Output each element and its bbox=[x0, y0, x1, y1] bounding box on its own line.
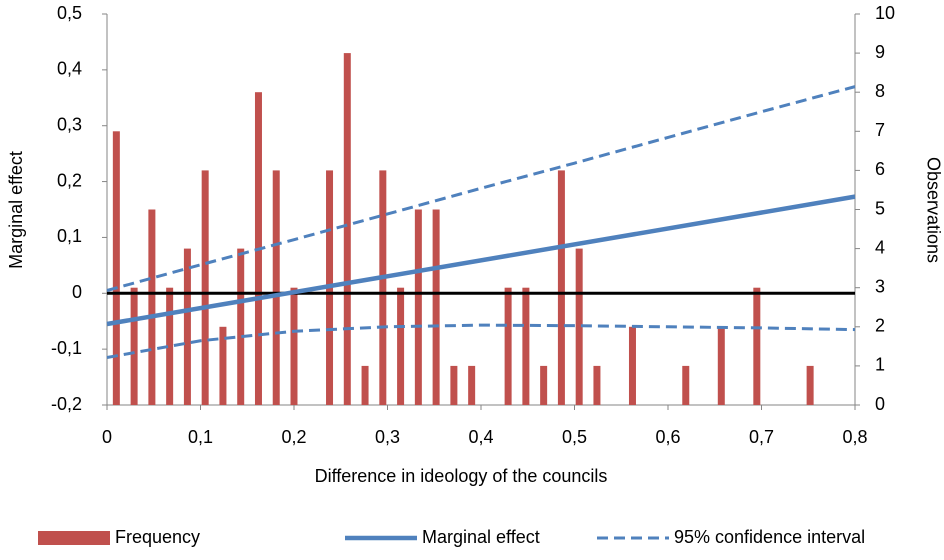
bar bbox=[272, 170, 280, 405]
x-tick-label: 0,1 bbox=[188, 427, 213, 447]
x-tick-label: 0,5 bbox=[562, 427, 587, 447]
x-tick-label: 0,3 bbox=[375, 427, 400, 447]
y2-tick-label: 1 bbox=[875, 355, 885, 375]
bar bbox=[414, 209, 422, 405]
bar bbox=[806, 365, 814, 405]
bar bbox=[379, 170, 387, 405]
x-tick-label: 0,8 bbox=[842, 427, 867, 447]
y2-tick-label: 5 bbox=[875, 198, 885, 218]
y2-tick-label: 8 bbox=[875, 81, 885, 101]
bar bbox=[112, 131, 120, 406]
y-tick-label: 0 bbox=[72, 282, 82, 302]
bar bbox=[201, 170, 209, 405]
y-tick-label: 0,5 bbox=[57, 3, 82, 23]
y2-tick-label: 2 bbox=[875, 316, 885, 336]
y2-tick-label: 0 bbox=[875, 394, 885, 414]
bar bbox=[753, 287, 761, 405]
y2-tick-label: 6 bbox=[875, 159, 885, 179]
bar bbox=[682, 365, 690, 405]
x-axis-title: Difference in ideology of the councils bbox=[315, 466, 608, 486]
bar bbox=[183, 248, 191, 405]
y2-tick-label: 7 bbox=[875, 120, 885, 140]
y-tick-label: 0,3 bbox=[57, 114, 82, 134]
y-axis-title: Marginal effect bbox=[6, 151, 26, 269]
y-tick-label: 0,4 bbox=[57, 59, 82, 79]
legend-swatch bbox=[38, 531, 110, 545]
bar bbox=[468, 365, 476, 405]
bar bbox=[343, 53, 351, 405]
bar bbox=[148, 209, 156, 405]
bar bbox=[717, 326, 725, 405]
y-tick-label: 0,2 bbox=[57, 170, 82, 190]
bar bbox=[450, 365, 458, 405]
bar bbox=[522, 287, 530, 405]
y2-tick-label: 9 bbox=[875, 42, 885, 62]
bar bbox=[361, 365, 369, 405]
x-tick-label: 0 bbox=[102, 427, 112, 447]
bar bbox=[130, 287, 138, 405]
bar bbox=[593, 365, 601, 405]
legend-label: 95% confidence interval bbox=[674, 527, 865, 547]
bar bbox=[166, 287, 174, 405]
x-tick-label: 0,7 bbox=[749, 427, 774, 447]
bar bbox=[397, 287, 405, 405]
x-tick-label: 0,6 bbox=[655, 427, 680, 447]
bar bbox=[540, 365, 548, 405]
y2-tick-label: 3 bbox=[875, 276, 885, 296]
x-tick-label: 0,2 bbox=[281, 427, 306, 447]
bar bbox=[504, 287, 512, 405]
bar bbox=[219, 326, 227, 405]
y2-tick-label: 10 bbox=[875, 3, 895, 23]
legend-label: Marginal effect bbox=[422, 527, 540, 547]
y-tick-label: 0,1 bbox=[57, 226, 82, 246]
ci-lower bbox=[106, 323, 856, 359]
y2-tick-label: 4 bbox=[875, 237, 885, 257]
bar bbox=[628, 326, 636, 405]
bar bbox=[557, 170, 565, 405]
bar bbox=[237, 248, 245, 405]
x-tick-label: 0,4 bbox=[468, 427, 493, 447]
bar bbox=[575, 248, 583, 405]
bar bbox=[432, 209, 440, 405]
bar bbox=[290, 287, 298, 405]
ci-upper bbox=[106, 85, 856, 292]
legend-label: Frequency bbox=[115, 527, 200, 547]
y2-axis-title: Observations bbox=[923, 157, 943, 263]
y-tick-label: -0,1 bbox=[51, 338, 82, 358]
y-tick-label: -0,2 bbox=[51, 394, 82, 414]
line bbox=[106, 194, 856, 327]
